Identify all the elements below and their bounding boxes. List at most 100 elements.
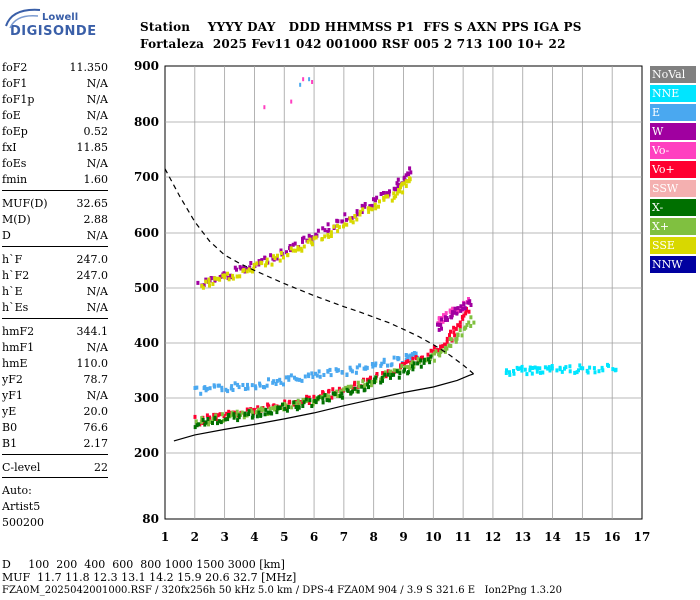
x-tick-label: 3 [220, 530, 228, 544]
auto-method: Artist5 [2, 500, 41, 513]
trace-point-x- [333, 392, 337, 396]
trace-point-nne [538, 366, 542, 371]
param-divider [2, 454, 108, 455]
trace-point-x- [416, 357, 420, 362]
trace-point-sse [384, 194, 388, 199]
trace-point-x- [193, 425, 197, 430]
trace-point-x- [428, 356, 432, 361]
param-value: 11.350 [69, 61, 109, 74]
trace-point-nne [581, 366, 585, 371]
trace-point-x- [416, 361, 420, 366]
trace-point-x- [276, 406, 280, 411]
trace-point-w [453, 310, 457, 315]
trace-point-x- [284, 403, 288, 408]
trace-point-w [213, 278, 217, 283]
trace-point-x- [469, 315, 473, 320]
trace-point-w [374, 198, 377, 203]
param-value: 110.0 [76, 357, 109, 370]
trace-point-sse [399, 185, 402, 190]
trace-point-x- [351, 389, 355, 394]
trace-point-vo- [458, 320, 462, 325]
trace-point-x- [271, 406, 275, 411]
trace-point-nne [560, 369, 564, 374]
trace-point-x- [266, 410, 270, 415]
trace-point-vo- [439, 344, 443, 349]
trace-point-vo- [429, 348, 433, 353]
trace-point-x- [411, 360, 414, 365]
trace-point-x- [274, 404, 278, 409]
trace-point-vo- [458, 324, 462, 329]
trace-point-nne [611, 367, 615, 372]
trace-point-nne [520, 368, 524, 373]
trace-point-nne [535, 366, 539, 371]
param-divider [2, 477, 108, 478]
trace-point-w [375, 195, 379, 200]
trace-point-x- [379, 380, 383, 385]
trace-point-w [394, 187, 397, 192]
trace-point-x- [361, 379, 365, 384]
trace-point-e [212, 383, 216, 388]
trace-point-vo- [193, 414, 197, 419]
param-divider [2, 318, 108, 319]
param-name: M(D) [2, 213, 31, 226]
trace-point-w [363, 202, 367, 206]
trace-point-x- [263, 412, 267, 417]
trace-point-sse [201, 285, 205, 290]
legend-item-vo-: Vo+ [650, 161, 696, 178]
param-value: 11.85 [76, 141, 109, 154]
legend-item-sse: SSE [650, 237, 696, 254]
trace-point-vo- [337, 386, 341, 391]
trace-point-w [257, 262, 261, 267]
trace-point-w [462, 302, 466, 307]
trace-point-e [272, 379, 276, 384]
trace-point-e [379, 363, 383, 368]
trace-point-sse [208, 283, 211, 288]
trace-point-x- [283, 406, 287, 411]
trace-point-x- [422, 357, 426, 362]
trace-point-sse [329, 230, 333, 235]
trace-point-w [321, 226, 325, 231]
trace-point-x- [366, 382, 370, 387]
trace-point-nne [533, 365, 537, 370]
param-divider [2, 246, 108, 247]
trace-point-e [348, 365, 352, 370]
trace-point-x- [235, 409, 239, 414]
y-tick-label: 400 [134, 336, 159, 350]
trace-point-e [390, 362, 394, 367]
trace-point-vo- [381, 371, 385, 376]
trace-point-w [459, 304, 463, 309]
trace-point-e [284, 375, 288, 380]
trace-point-e [208, 386, 212, 391]
trace-point-e [279, 380, 283, 385]
trace-point-x- [434, 349, 438, 354]
trace-point-x- [282, 401, 286, 406]
trace-point-vo- [411, 356, 415, 361]
trace-point-vo- [406, 359, 410, 364]
trace-point-vo- [448, 333, 451, 338]
param-value: N/A [86, 285, 108, 298]
sparse-point [302, 77, 305, 82]
x-tick-label: 12 [485, 530, 502, 544]
param-name: h`E [2, 285, 23, 298]
sparse-point [263, 105, 266, 110]
trace-point-w [327, 228, 331, 232]
trace-point-vo- [461, 316, 465, 321]
trace-point-x- [342, 387, 346, 392]
trace-point-x- [357, 384, 361, 389]
trace-point-e [315, 373, 319, 378]
trace-point-vo- [327, 389, 330, 394]
trace-point-x- [251, 413, 255, 418]
trace-point-x- [439, 349, 443, 354]
trace-point-e [374, 361, 378, 366]
trace-point-x- [219, 420, 223, 425]
param-value: 20.0 [83, 405, 109, 418]
legend-item-nne: NNE [650, 85, 696, 102]
trace-point-x- [230, 410, 234, 415]
param-name: hmF2 [2, 325, 35, 338]
trace-point-sse [323, 234, 327, 239]
trace-point-w [355, 209, 359, 214]
trace-point-w [450, 310, 454, 315]
logo-swirl-icon [5, 8, 41, 29]
trace-point-w [293, 241, 297, 246]
trace-point-sse [218, 277, 222, 282]
